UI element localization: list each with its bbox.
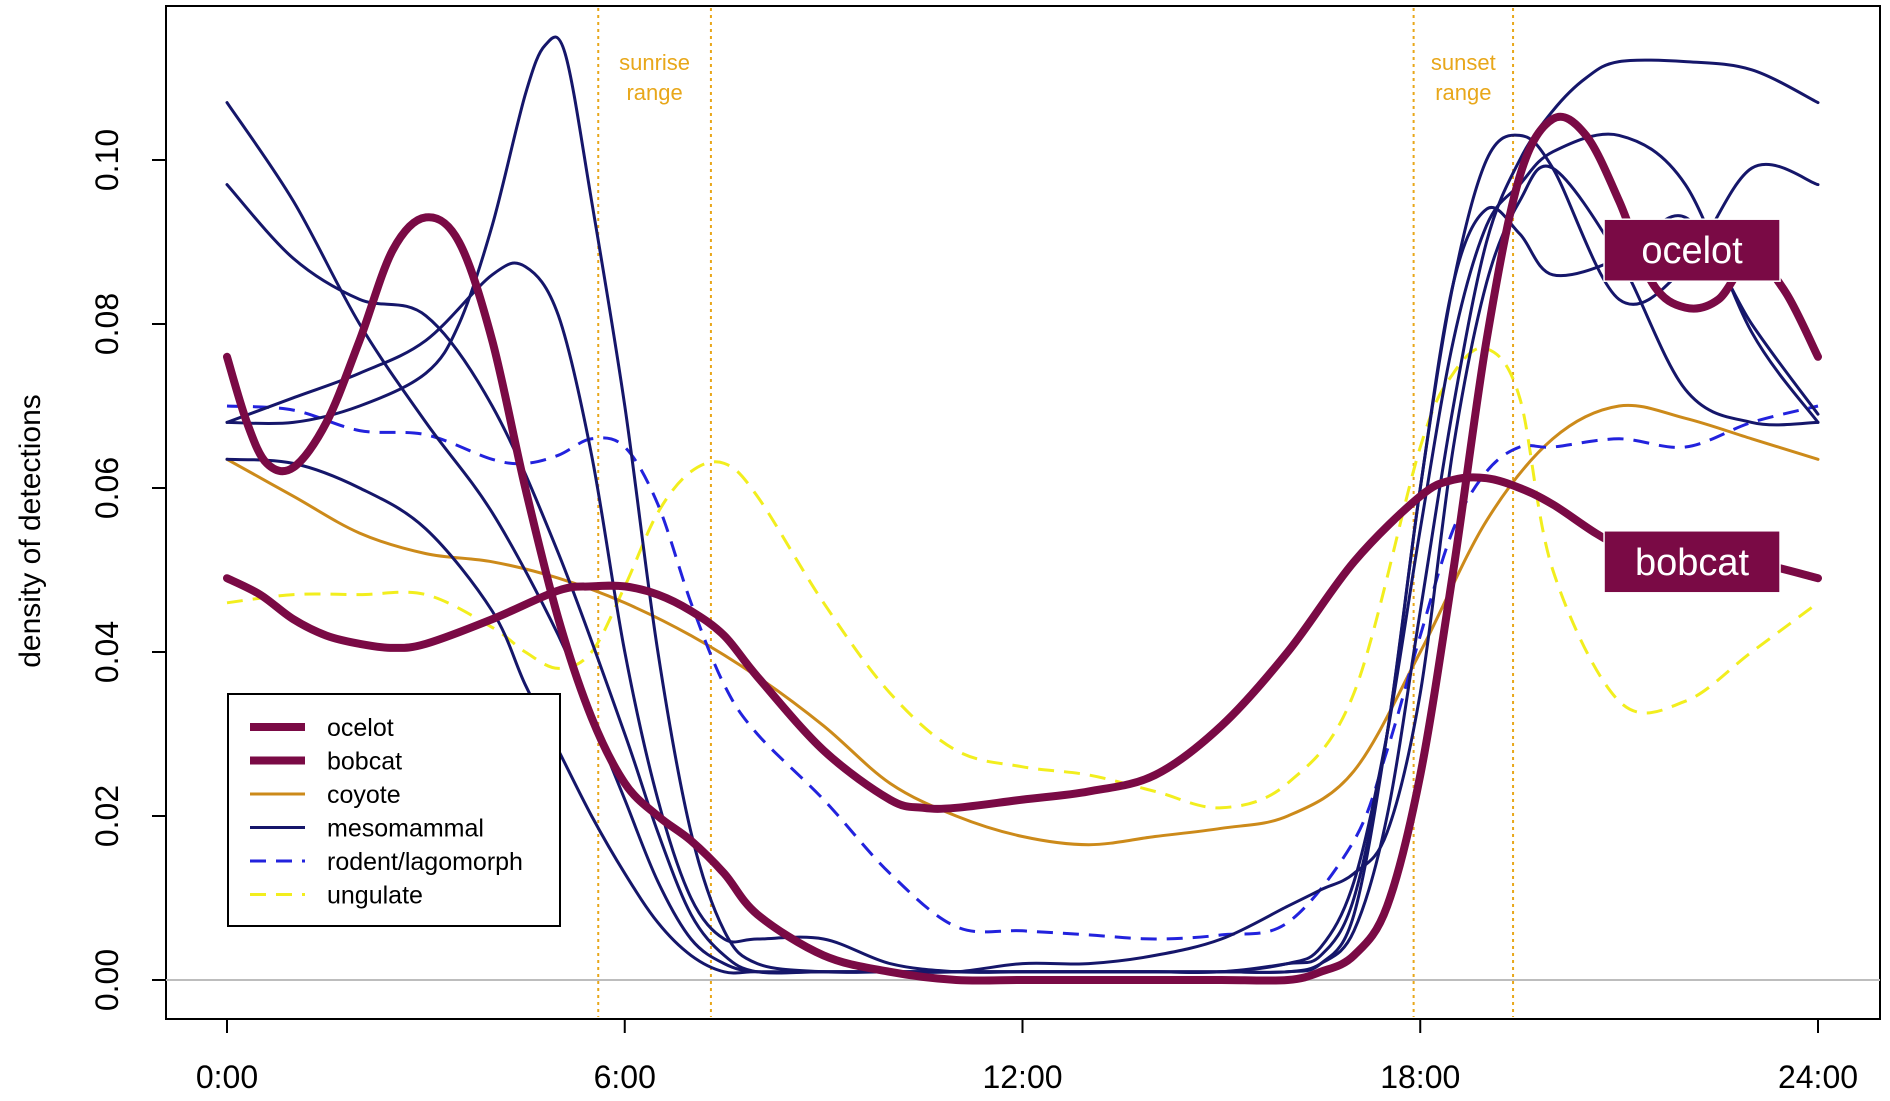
ocelot-badge-label: ocelot: [1641, 230, 1743, 272]
legend-label: bobcat: [327, 748, 402, 776]
bobcat-badge-box: [1603, 530, 1781, 594]
sunset-annotation-line: sunset: [1431, 50, 1496, 75]
sunrise-annotation-line: sunrise: [619, 50, 690, 75]
legend-label: rodent/lagomorph: [327, 848, 523, 876]
series-ungulate: [226, 346, 1819, 810]
bobcat-badge: bobcat: [1603, 530, 1781, 594]
x-tick-label: 0:00: [196, 1059, 258, 1095]
legend-label: coyote: [327, 781, 401, 809]
x-tick-label: 24:00: [1778, 1059, 1858, 1095]
ocelot-badge-box: [1603, 218, 1781, 282]
series-coyote: [225, 403, 1820, 847]
y-tick-label: 0.10: [89, 129, 125, 191]
species-badges: ocelot bobcat: [1603, 218, 1781, 594]
series-bobcat: [223, 473, 1822, 813]
x-tick-label: 18:00: [1380, 1059, 1460, 1095]
y-tick-label: 0.06: [89, 457, 125, 519]
y-axis: 0.00 0.02 0.04 0.06 0.08 0.10: [89, 129, 166, 1011]
legend-label: mesomammal: [327, 815, 484, 843]
sunrise-annotation-line: range: [626, 80, 682, 105]
x-tick-label: 6:00: [594, 1059, 656, 1095]
sunset-annotation: sunset range: [1431, 50, 1496, 105]
ocelot-badge: ocelot: [1603, 218, 1781, 282]
series-mesomammal-d: [225, 58, 1820, 974]
y-tick-label: 0.04: [89, 621, 125, 683]
x-tick-label: 12:00: [982, 1059, 1062, 1095]
series-ocelot: [223, 112, 1822, 985]
sunset-annotation-line: range: [1435, 80, 1491, 105]
bobcat-badge-label: bobcat: [1635, 542, 1750, 584]
y-axis-title: density of detections: [14, 394, 47, 668]
y-tick-label: 0.00: [89, 949, 125, 1011]
x-axis: 0:00 6:00 12:00 18:00 24:00: [196, 1019, 1858, 1095]
legend-label: ocelot: [327, 714, 394, 742]
sunrise-annotation: sunrise range: [619, 50, 690, 105]
legend-box: [227, 693, 561, 927]
series-rodent-lagomorph: [226, 404, 1819, 941]
y-tick-label: 0.08: [89, 293, 125, 355]
twilight-annotations: sunrise range sunset range: [619, 50, 1496, 105]
y-tick-label: 0.02: [89, 785, 125, 847]
legend: ocelot bobcat coyote mesomammal rodent/lagom…: [227, 693, 561, 927]
legend-label: ungulate: [327, 882, 423, 910]
